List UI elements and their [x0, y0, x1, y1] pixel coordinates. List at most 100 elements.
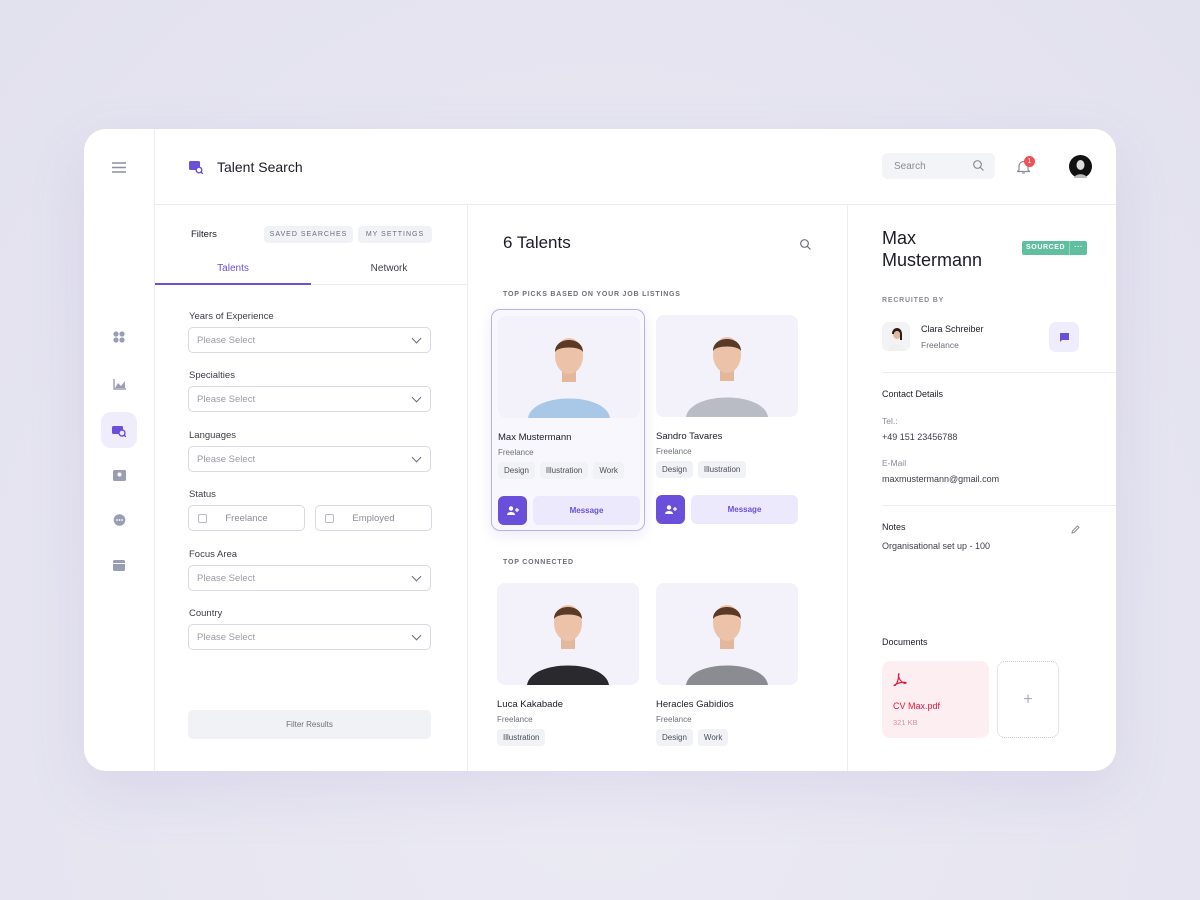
saved-searches-button[interactable]: SAVED SEARCHES [264, 226, 353, 243]
talent-search-icon[interactable] [101, 412, 137, 448]
tag[interactable]: Design [498, 462, 535, 479]
filter-results-button[interactable]: Filter Results [188, 710, 431, 739]
badge-label: SOURCED [1026, 244, 1066, 251]
dashboard-icon[interactable] [101, 319, 137, 355]
talent-status: Freelance [498, 448, 534, 457]
chat-icon[interactable] [101, 502, 137, 538]
tag[interactable]: Work [697, 729, 729, 746]
document-size: 321 KB [893, 718, 918, 727]
filters-title: Filters [191, 229, 217, 240]
select-value: Please Select [197, 632, 256, 643]
talent-status: Freelance [497, 715, 533, 724]
field-label: Specialties [189, 370, 235, 381]
tab-talents[interactable]: Talents [217, 263, 249, 274]
country-select[interactable]: Please Select [188, 624, 431, 650]
notes-text: Organisational set up - 100 [882, 541, 991, 551]
divider [882, 372, 1116, 373]
chevron-down-icon [411, 392, 422, 403]
pdf-icon [893, 673, 907, 691]
tag[interactable]: Design [656, 461, 693, 478]
message-recruiter-button[interactable] [1049, 322, 1079, 352]
talent-photo [497, 583, 639, 685]
message-button[interactable]: Message [691, 495, 798, 524]
notification-badge: 1 [1024, 156, 1035, 167]
results-title: 6 Talents [503, 233, 571, 252]
edit-pencil-icon[interactable] [1071, 521, 1080, 539]
email-value: maxmustermann@gmail.com [882, 474, 1000, 484]
specialties-select[interactable]: Please Select [188, 386, 431, 412]
talent-card[interactable]: Max Mustermann Freelance Design Illustrat… [491, 309, 645, 531]
documents-title: Documents [882, 637, 928, 647]
status-employed-checkbox[interactable]: Employed [315, 505, 432, 531]
recruiter-status: Freelance [921, 340, 959, 350]
checkbox-label: Freelance [225, 512, 268, 524]
search-placeholder: Search [894, 161, 926, 172]
analytics-icon[interactable] [101, 366, 137, 402]
add-talent-button[interactable] [656, 495, 685, 524]
notification-bell-icon[interactable]: 1 [1016, 156, 1035, 179]
talent-tags: Design Illustration [656, 461, 747, 478]
chevron-down-icon [411, 452, 422, 463]
checkbox-icon [325, 514, 334, 523]
chevron-down-icon [411, 571, 422, 582]
add-document-button[interactable]: + [997, 661, 1059, 738]
user-avatar[interactable] [1069, 155, 1092, 178]
sourced-badge[interactable]: SOURCED ··· [1022, 241, 1088, 255]
page-title: Talent Search [217, 159, 303, 175]
talent-tags: Illustration [497, 729, 546, 746]
talent-card[interactable]: Heracles Gabidios Freelance Design Work [650, 577, 804, 747]
menu-icon[interactable] [101, 149, 137, 185]
select-value: Please Select [197, 335, 256, 346]
tel-value: +49 151 23456788 [882, 432, 958, 442]
wallet-icon[interactable] [101, 547, 137, 583]
search-icon[interactable] [800, 237, 811, 255]
focus-area-select[interactable]: Please Select [188, 565, 431, 591]
recruiter-avatar [882, 322, 910, 351]
more-icon[interactable]: ··· [1069, 241, 1087, 255]
notes-title: Notes [882, 522, 906, 532]
select-value: Please Select [197, 394, 256, 405]
field-label: Languages [189, 430, 237, 441]
talent-search-icon [189, 161, 204, 179]
years-of-experience-select[interactable]: Please Select [188, 327, 431, 353]
section-label: TOP CONNECTED [503, 559, 574, 566]
talent-card[interactable]: Luca Kakabade Freelance Illustration [491, 577, 645, 747]
top-header: Talent Search Search 1 [155, 129, 1116, 205]
talent-photo [498, 316, 640, 418]
add-user-icon [664, 505, 677, 514]
filters-panel: Filters SAVED SEARCHES MY SETTINGS Talen… [155, 205, 468, 771]
field-label: Status [189, 489, 216, 500]
talent-tags: Design Illustration Work [498, 462, 624, 479]
first-name: Max [882, 228, 917, 248]
talent-status: Freelance [656, 715, 692, 724]
languages-select[interactable]: Please Select [188, 446, 431, 472]
tel-label: Tel.: [882, 416, 898, 426]
search-input[interactable]: Search [882, 153, 995, 179]
select-value: Please Select [197, 454, 256, 465]
tab-divider [155, 284, 468, 285]
select-value: Please Select [197, 573, 256, 584]
tag[interactable]: Work [593, 462, 624, 479]
talent-name: Heracles Gabidios [656, 699, 734, 710]
document-card[interactable]: CV Max.pdf 321 KB [882, 661, 989, 738]
message-button[interactable]: Message [533, 496, 640, 525]
tag[interactable]: Design [656, 729, 693, 746]
talent-name: Max Mustermann [498, 432, 572, 443]
tab-network[interactable]: Network [370, 263, 408, 274]
tag[interactable]: Illustration [497, 729, 546, 746]
talent-detail-panel: Max Mustermann SOURCED ··· RECRUITED BY Cl… [848, 205, 1116, 771]
add-talent-button[interactable] [498, 496, 527, 525]
status-freelance-checkbox[interactable]: Freelance [188, 505, 305, 531]
talent-tags: Design Work [656, 729, 729, 746]
tag[interactable]: Illustration [539, 462, 589, 479]
contacts-icon[interactable] [101, 457, 137, 493]
talent-name: Max Mustermann [882, 227, 982, 271]
talent-card[interactable]: Sandro Tavares Freelance Design Illustrat… [650, 309, 804, 531]
chat-icon [1059, 332, 1069, 342]
tab-active-indicator [155, 283, 311, 285]
document-name: CV Max.pdf [893, 701, 941, 711]
talent-status: Freelance [656, 447, 692, 456]
contact-details-title: Contact Details [882, 389, 944, 399]
my-settings-button[interactable]: MY SETTINGS [358, 226, 432, 243]
tag[interactable]: Illustration [697, 461, 747, 478]
